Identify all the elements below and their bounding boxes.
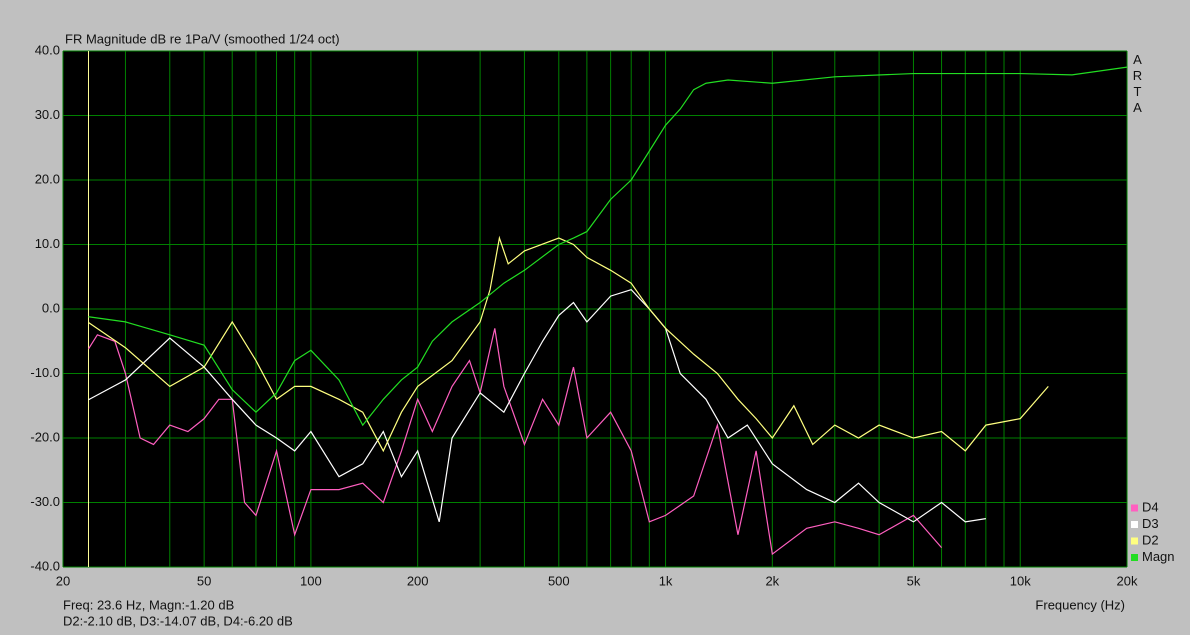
legend-label: D2 xyxy=(1142,532,1159,547)
legend-label: Magn xyxy=(1142,549,1175,564)
series-line xyxy=(88,66,1128,427)
y-tick-label: 20.0 xyxy=(35,171,60,186)
legend-label: D4 xyxy=(1142,499,1159,514)
x-tick-label: 200 xyxy=(407,573,429,588)
legend-swatch xyxy=(1131,521,1138,528)
y-tick-label: -10.0 xyxy=(30,365,60,380)
x-axis-label: Frequency (Hz) xyxy=(1035,597,1125,612)
y-tick-label: 0.0 xyxy=(42,300,60,315)
cursor-readout: D2:-2.10 dB, D3:-14.07 dB, D4:-6.20 dB xyxy=(63,613,293,628)
y-tick-label: 40.0 xyxy=(35,42,60,57)
x-tick-label: 5k xyxy=(907,573,921,588)
y-tick-label: -40.0 xyxy=(30,558,60,573)
x-tick-label: 100 xyxy=(300,573,322,588)
legend-label: D3 xyxy=(1142,516,1159,531)
y-tick-label: 10.0 xyxy=(35,236,60,251)
legend-swatch xyxy=(1131,554,1138,561)
series-line xyxy=(88,288,986,523)
series-line xyxy=(87,328,943,556)
legend-swatch xyxy=(1131,504,1138,512)
x-tick-label: 2k xyxy=(765,573,779,588)
y-tick-label: -30.0 xyxy=(30,494,60,509)
x-tick-label: 10k xyxy=(1010,573,1031,588)
watermark: ARTA xyxy=(1130,52,1145,116)
x-tick-label: 50 xyxy=(197,573,211,588)
chart-title: FR Magnitude dB re 1Pa/V (smoothed 1/24 … xyxy=(65,31,340,46)
y-tick-label: 30.0 xyxy=(35,107,60,122)
y-tick-label: -20.0 xyxy=(30,429,60,444)
series-line xyxy=(88,235,1049,453)
x-tick-label: 20 xyxy=(56,573,70,588)
x-tick-label: 1k xyxy=(659,573,673,588)
legend-swatch xyxy=(1131,537,1138,545)
x-tick-label: 20k xyxy=(1117,573,1138,588)
cursor-readout: Freq: 23.6 Hz, Magn:-1.20 dB xyxy=(63,597,234,612)
x-tick-label: 500 xyxy=(548,573,570,588)
